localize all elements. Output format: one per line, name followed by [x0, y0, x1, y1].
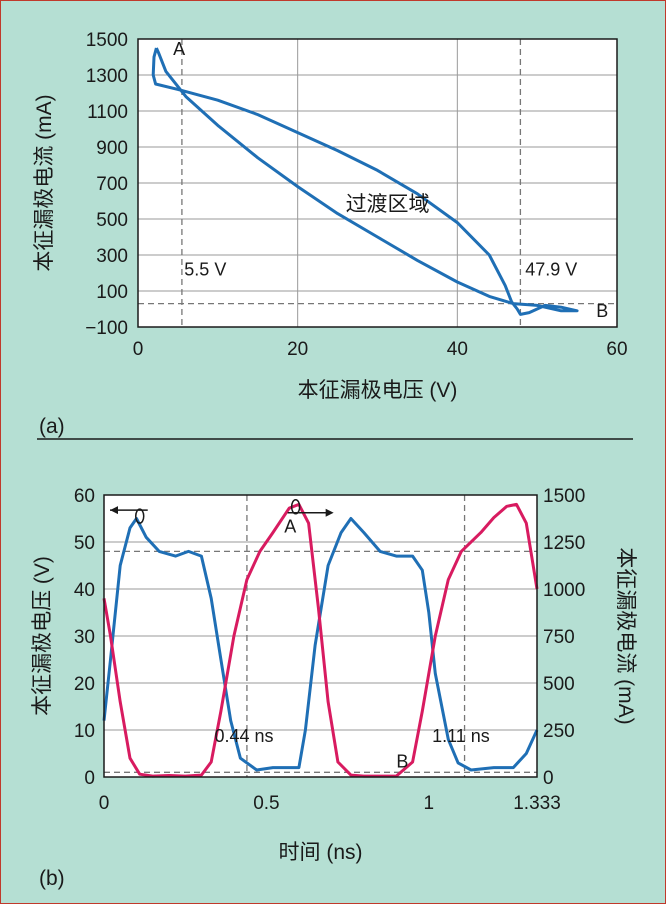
xtick-label-b: 0: [99, 793, 110, 814]
ytick-label-left-b: 60: [74, 486, 95, 507]
ytick-label-a: 1300: [86, 66, 128, 87]
ytick-label-right-b: 750: [543, 627, 575, 648]
ytick-label-a: 1100: [87, 102, 128, 123]
panel-a: −100 100 300 500 700 900 1100 1300 1500 0 20 40 60 A B…: [33, 30, 628, 438]
annotation-b: 0.44 ns: [214, 726, 273, 746]
ytick-label-left-b: 20: [74, 674, 95, 695]
panel-b: 0 10 20 30 40 50 60 0 250 500 750 1000 1250 1500 0 0.5 1…: [31, 486, 637, 890]
axis-marker-circle-voltage: [134, 508, 145, 524]
axis-marker-circle-current: [290, 499, 301, 515]
ytick-label-a: 500: [96, 210, 128, 231]
ytick-label-a: 300: [96, 246, 128, 267]
ytick-label-left-b: 40: [74, 580, 95, 601]
annotation-a: A: [173, 39, 185, 59]
current-series-line-b: [102, 502, 539, 778]
annotation-b: A: [284, 517, 296, 537]
ytick-label-left-b: 30: [74, 627, 95, 648]
ytick-label-a: 100: [96, 282, 128, 303]
ytick-label-right-b: 1000: [543, 580, 585, 601]
y-axis-label-a: 本征漏极电流 (mA): [33, 94, 56, 271]
xtick-label-a: 40: [447, 339, 468, 360]
annotation-a: 5.5 V: [184, 260, 226, 280]
ytick-label-right-b: 250: [543, 721, 575, 742]
annotation-a: 47.9 V: [525, 260, 577, 280]
ytick-label-right-b: 1500: [543, 486, 585, 507]
xtick-label-b: 1.333: [513, 793, 561, 814]
x-axis-label-a: 本征漏极电压 (V): [298, 379, 458, 402]
ytick-label-right-b: 500: [543, 674, 575, 695]
y-axis-label-left-b: 本征漏极电压 (V): [31, 556, 54, 716]
voltage-series-line-b: [102, 517, 539, 772]
xtick-label-a: 0: [133, 339, 144, 360]
ytick-label-right-b: 0: [543, 768, 554, 789]
plot-frame-b: [103, 494, 538, 778]
annotation-b: 1.11 ns: [432, 726, 490, 746]
xtick-label-a: 20: [287, 339, 308, 360]
ytick-label-left-b: 0: [84, 768, 95, 789]
ytick-label-left-b: 10: [74, 721, 95, 742]
arrowhead-left-icon: [110, 506, 118, 515]
annotation-b: B: [396, 752, 408, 772]
panel-label-a: (a): [39, 415, 65, 438]
ytick-label-a: 1500: [86, 30, 128, 51]
annotation-a: 过渡区域: [346, 193, 430, 216]
ytick-label-left-b: 50: [74, 533, 95, 554]
ytick-label-right-b: 1250: [543, 533, 585, 554]
plot-frame-a: [137, 38, 618, 328]
panel-label-b: (b): [39, 867, 65, 890]
arrowhead-right-icon: [325, 508, 334, 517]
xtick-label-b: 1: [424, 793, 435, 814]
ytick-label-a: −100: [85, 318, 128, 339]
xtick-label-a: 60: [606, 339, 627, 360]
series-line-a: [151, 47, 579, 316]
ytick-label-a: 900: [96, 138, 128, 159]
ytick-label-a: 700: [96, 174, 128, 195]
annotation-a: B: [596, 301, 608, 321]
y-axis-label-right-b: 本征漏极电流 (mA): [614, 547, 637, 724]
xtick-label-b: 0.5: [253, 793, 279, 814]
x-axis-label-b: 时间 (ns): [279, 841, 363, 864]
